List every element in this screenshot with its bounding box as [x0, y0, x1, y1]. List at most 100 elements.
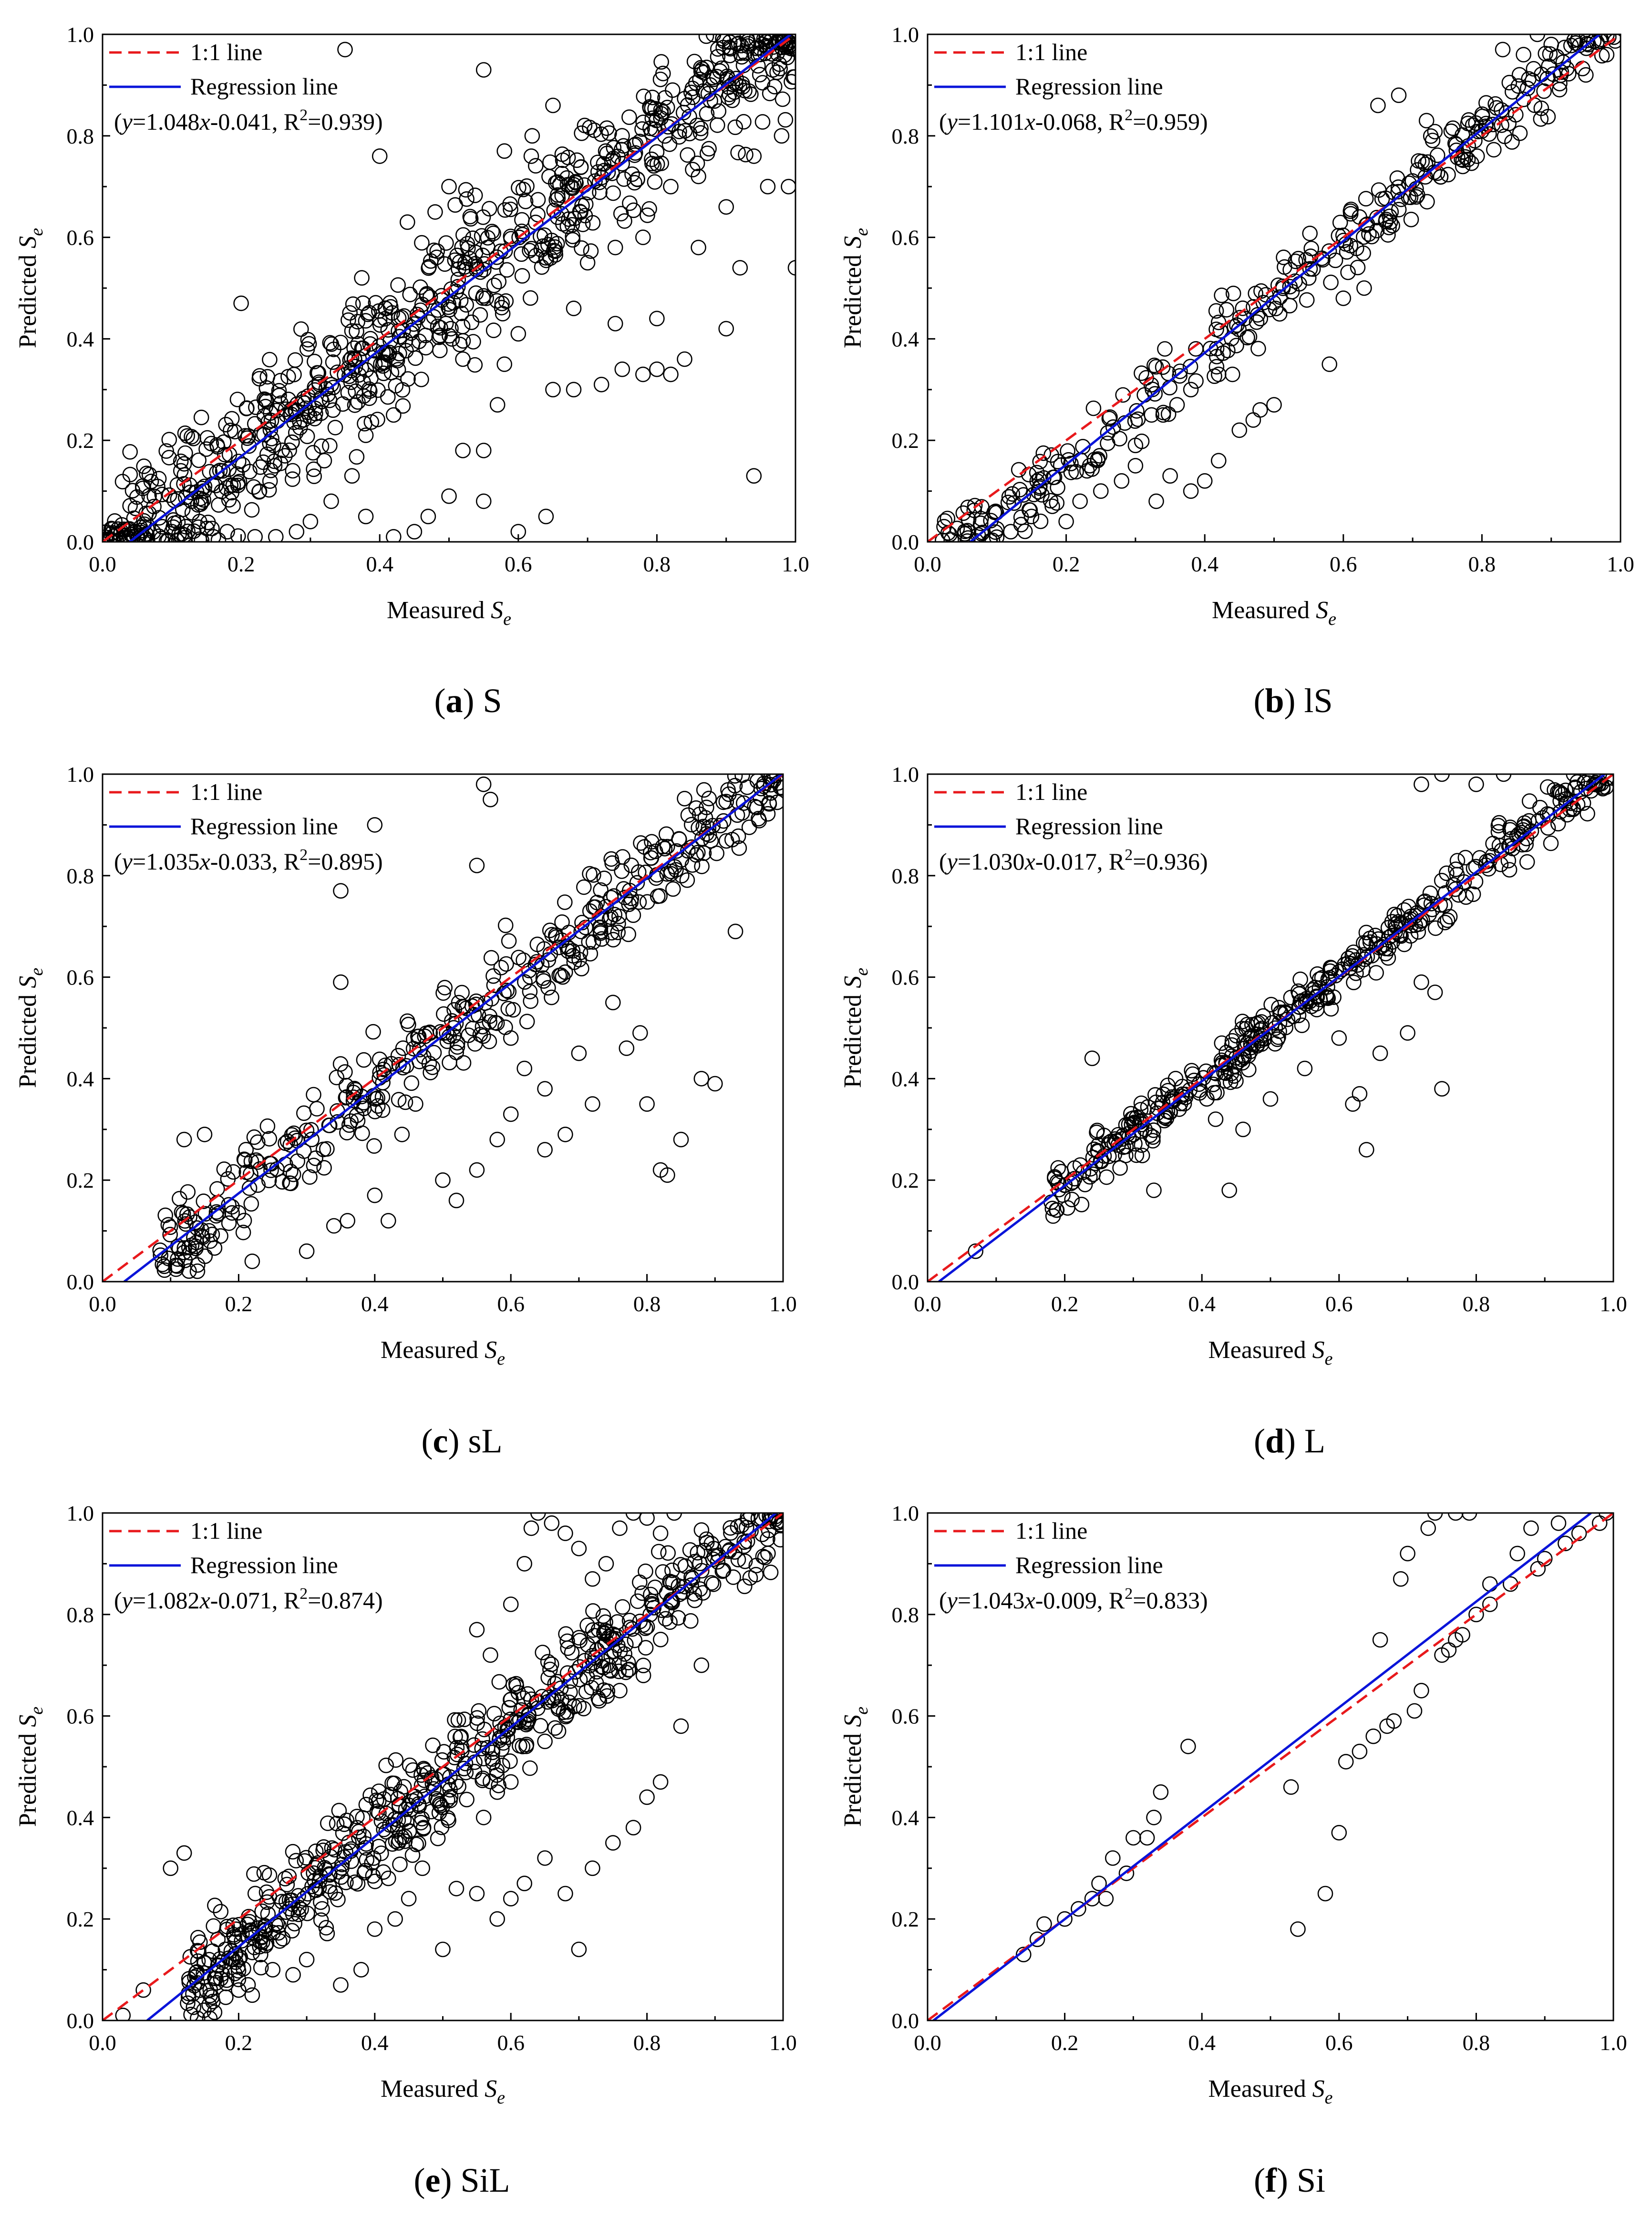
- data-point: [683, 817, 700, 833]
- data-point: [503, 1596, 519, 1612]
- data-point: [485, 225, 501, 241]
- data-point: [284, 471, 300, 487]
- data-point: [421, 1056, 437, 1071]
- eq-open-paren: (: [939, 1587, 947, 1614]
- data-point: [107, 513, 123, 529]
- data-point: [503, 231, 519, 247]
- data-point: [761, 795, 777, 811]
- eq-x: x: [1024, 848, 1035, 875]
- data-point: [1533, 100, 1549, 116]
- data-point: [658, 1611, 673, 1627]
- x-axis-label: Measured Se: [1208, 2075, 1333, 2108]
- data-point: [367, 817, 383, 833]
- data-point: [635, 1668, 651, 1683]
- data-point: [652, 1774, 669, 1790]
- data-point: [693, 1657, 710, 1673]
- data-point: [259, 1118, 276, 1134]
- data-point: [653, 54, 669, 70]
- x-tick-label: 0.0: [89, 1292, 116, 1316]
- eq-slope: =1.101: [958, 108, 1025, 135]
- data-point: [639, 1096, 655, 1112]
- data-point: [253, 1959, 269, 1976]
- data-point: [249, 1134, 266, 1150]
- data-point: [285, 1967, 301, 1983]
- eq-x: x: [199, 108, 210, 135]
- data-point: [1384, 218, 1400, 234]
- data-point: [235, 1224, 251, 1241]
- data-point: [677, 91, 692, 107]
- data-point: [1391, 202, 1407, 218]
- data-point: [730, 145, 746, 161]
- data-point: [670, 1610, 686, 1626]
- data-point: [1145, 1133, 1161, 1149]
- data-point: [390, 1812, 406, 1828]
- series-lines: [928, 1513, 1613, 2020]
- data-point: [695, 1585, 711, 1601]
- data-point: [1208, 303, 1224, 319]
- data-point: [540, 1654, 556, 1670]
- data-point: [497, 243, 513, 259]
- regression-line: [129, 34, 792, 542]
- data-point: [1540, 820, 1556, 836]
- data-point: [469, 259, 485, 275]
- data-point: [1403, 918, 1419, 933]
- data-point: [940, 510, 956, 527]
- data-point: [1403, 211, 1419, 228]
- data-point: [444, 331, 460, 347]
- data-point: [219, 1922, 235, 1937]
- data-point: [186, 523, 202, 539]
- data-point: [738, 146, 754, 163]
- data-point: [1283, 1779, 1299, 1795]
- data-point: [1509, 1545, 1525, 1562]
- legend-label-regression: Regression line: [1015, 813, 1163, 839]
- data-point: [760, 1531, 775, 1547]
- data-point: [256, 391, 272, 407]
- y-tick-label: 0.4: [67, 1067, 94, 1091]
- data-point: [261, 482, 277, 498]
- data-point: [347, 397, 363, 413]
- eq-superscript: 2: [299, 846, 308, 864]
- data-point: [425, 1737, 441, 1753]
- data-point: [1343, 201, 1359, 218]
- data-point: [1032, 513, 1049, 529]
- data-point: [375, 1075, 391, 1091]
- data-point: [494, 1741, 510, 1757]
- data-point: [358, 427, 374, 443]
- data-point: [641, 201, 657, 217]
- data-point: [139, 532, 155, 542]
- data-point: [349, 449, 365, 465]
- data-point: [1183, 483, 1199, 499]
- data-point: [1481, 126, 1497, 142]
- data-point: [1468, 1606, 1484, 1623]
- data-point: [207, 1897, 223, 1914]
- data-point: [262, 352, 278, 368]
- y-tick-label: 0.8: [67, 124, 94, 148]
- data-point: [1533, 111, 1549, 127]
- data-point: [316, 1160, 332, 1176]
- caption-text: ) L: [1284, 1422, 1325, 1460]
- data-point: [709, 845, 724, 861]
- data-point: [114, 474, 131, 490]
- x-axis-label: Measured Se: [387, 597, 511, 629]
- data-point: [1004, 486, 1021, 502]
- regression-line: [932, 1513, 1592, 2020]
- data-point: [696, 845, 712, 861]
- data-point: [1501, 862, 1518, 878]
- data-point: [1294, 1017, 1310, 1033]
- data-point: [1098, 1891, 1114, 1906]
- data-point: [378, 1757, 394, 1773]
- data-point: [1400, 1025, 1415, 1041]
- data-point: [1461, 1513, 1477, 1521]
- data-point: [307, 382, 323, 398]
- data-point: [455, 227, 471, 243]
- x-tick-label: 1.0: [1600, 2031, 1627, 2055]
- data-point: [302, 514, 319, 529]
- data-point: [435, 1006, 452, 1022]
- data-point: [746, 468, 762, 484]
- data-point: [1342, 206, 1359, 222]
- data-point: [310, 365, 327, 381]
- data-point: [326, 1218, 342, 1234]
- y-tick-label: 0.2: [67, 428, 94, 453]
- data-point: [705, 1576, 722, 1592]
- data-point: [289, 524, 305, 539]
